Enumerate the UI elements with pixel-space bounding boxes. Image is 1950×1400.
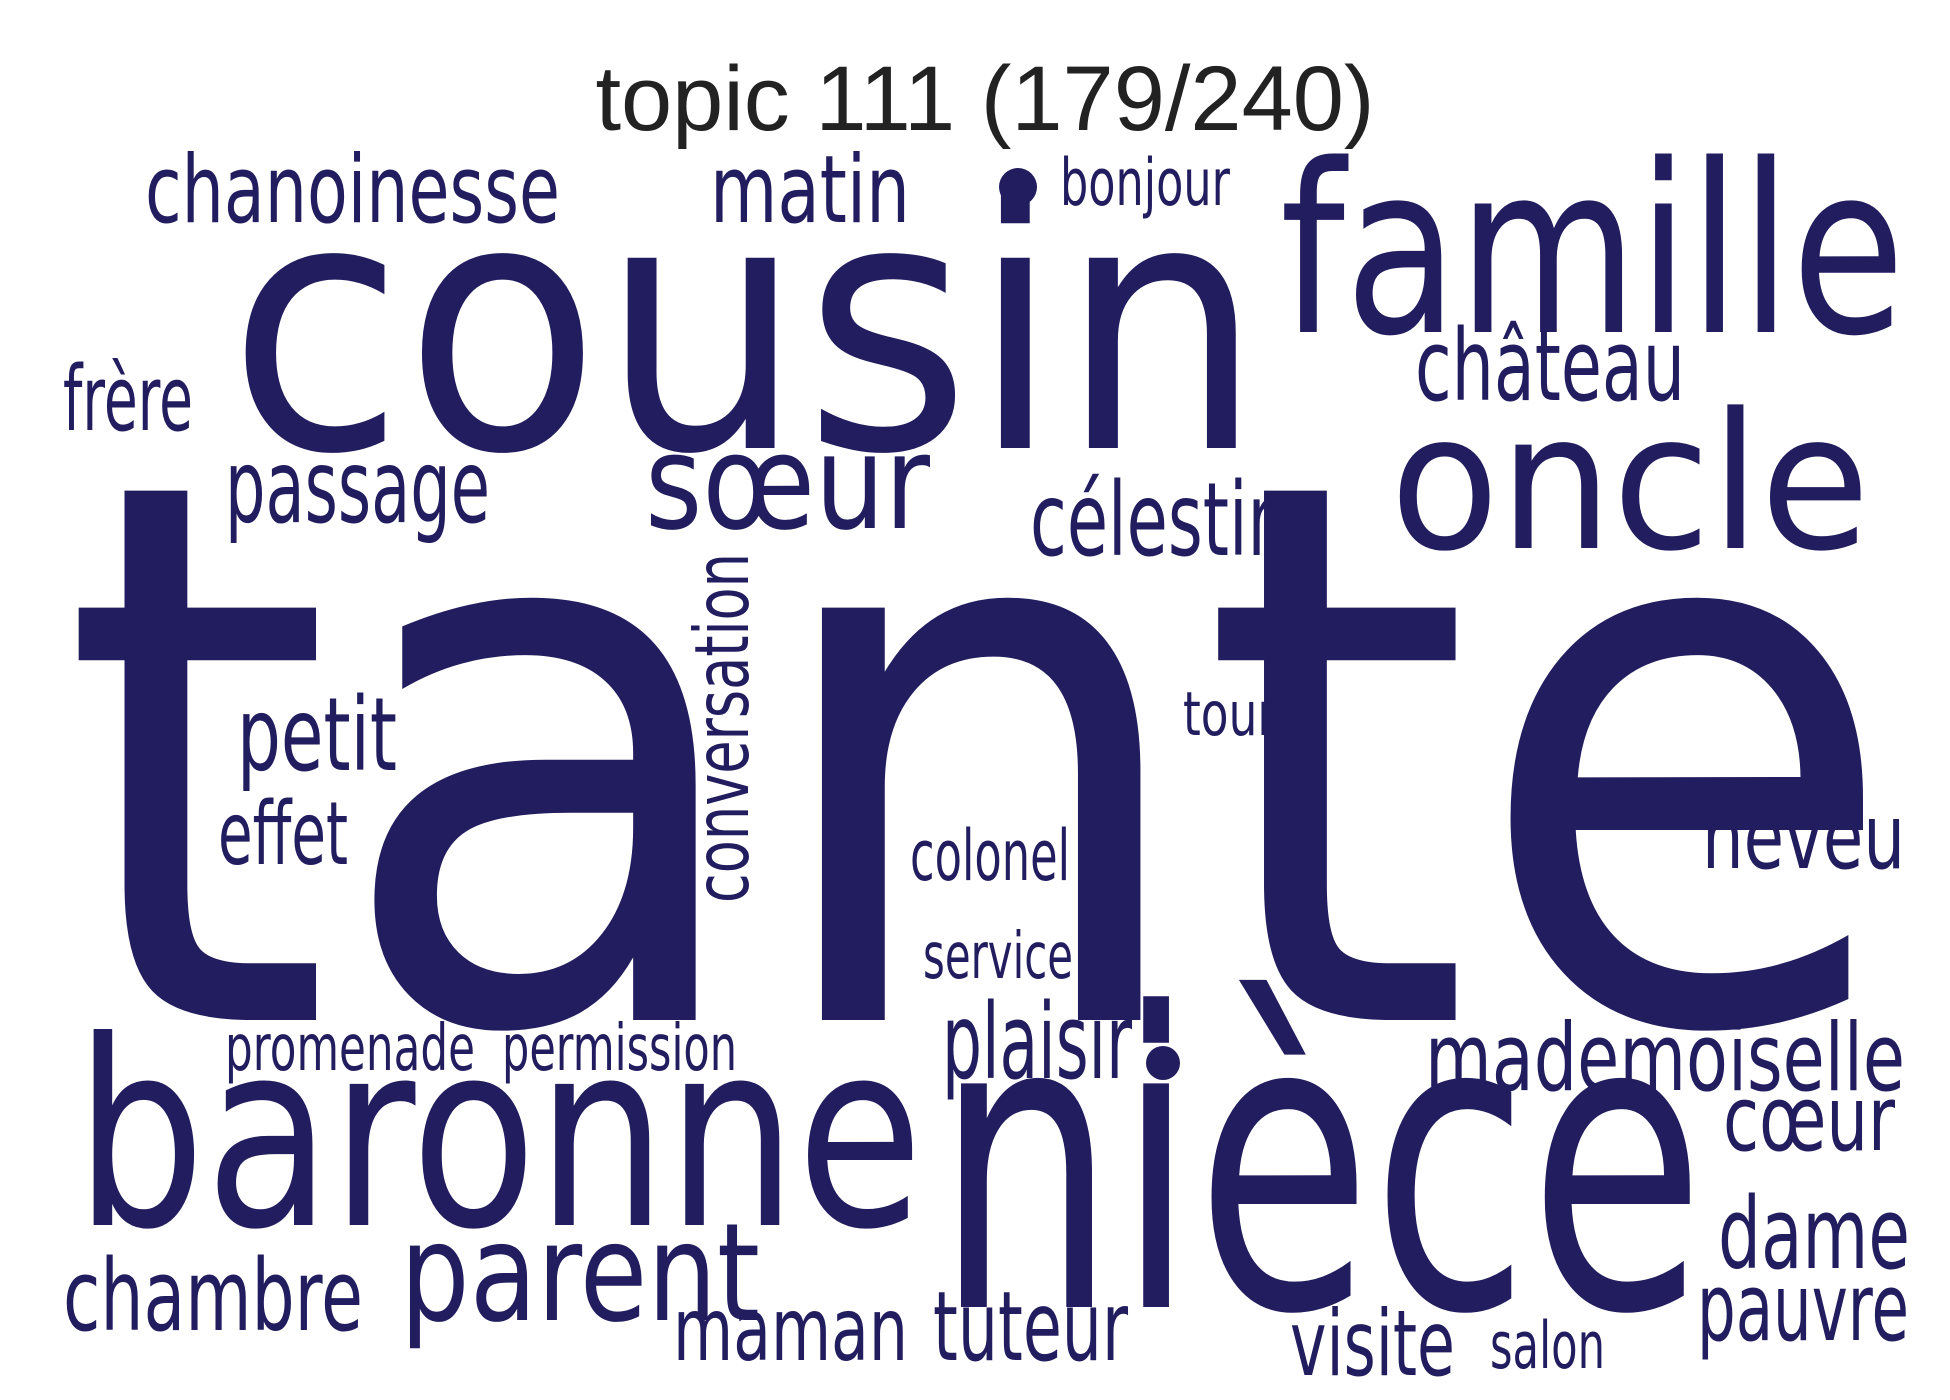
- word-colonel: colonel: [910, 815, 1070, 897]
- dot-1: [999, 168, 1037, 206]
- word-mademoiselle: mademoiselle: [1425, 1004, 1905, 1113]
- word-neveu: neveu: [1702, 785, 1905, 890]
- word-petit: petit: [237, 676, 397, 795]
- word-chambre: chambre: [63, 1239, 363, 1354]
- word-passage: passage: [225, 428, 490, 547]
- word-pauvre: pauvre: [1697, 1254, 1909, 1363]
- word-conversation: conversation: [678, 553, 766, 903]
- word-effet: effet: [218, 783, 348, 885]
- word-tuteur: tuteur: [933, 1271, 1128, 1383]
- word-parent: parent: [400, 1195, 760, 1353]
- word-visite: visite: [1290, 1292, 1455, 1397]
- word-salon: salon: [1490, 1309, 1605, 1384]
- word-dame: dame: [1718, 1177, 1910, 1292]
- word-baronne: baronne: [75, 986, 923, 1286]
- word-tour: tour: [1183, 679, 1277, 750]
- word-matin: matin: [710, 136, 910, 245]
- word-oncle: oncle: [1390, 373, 1870, 593]
- word-plaisir: plaisir: [942, 981, 1132, 1103]
- word-tante: tante: [60, 320, 1900, 1198]
- word-chateau: château: [1415, 309, 1685, 424]
- decorative-dots: [999, 168, 1180, 1080]
- cloud-title: topic 111 (179/240): [595, 48, 1374, 150]
- dot-2: [1146, 1046, 1180, 1080]
- word-promenade: promenade: [225, 1012, 475, 1086]
- word-chanoinesse: chanoinesse: [145, 136, 560, 245]
- word-frere: frère: [63, 347, 193, 452]
- word-permission: permission: [502, 1012, 737, 1086]
- word-famille: famille: [1280, 115, 1905, 388]
- word-niece: nièce: [935, 928, 1705, 1400]
- word-cousin: cousin: [228, 126, 1263, 531]
- word-celestin: célestin: [1030, 461, 1290, 580]
- word-soeur: sœur: [645, 406, 930, 559]
- word-maman: maman: [673, 1279, 908, 1381]
- word-service: service: [923, 920, 1073, 994]
- word-bonjour: bonjour: [1060, 146, 1230, 221]
- word-coeur: cœur: [1723, 1067, 1895, 1172]
